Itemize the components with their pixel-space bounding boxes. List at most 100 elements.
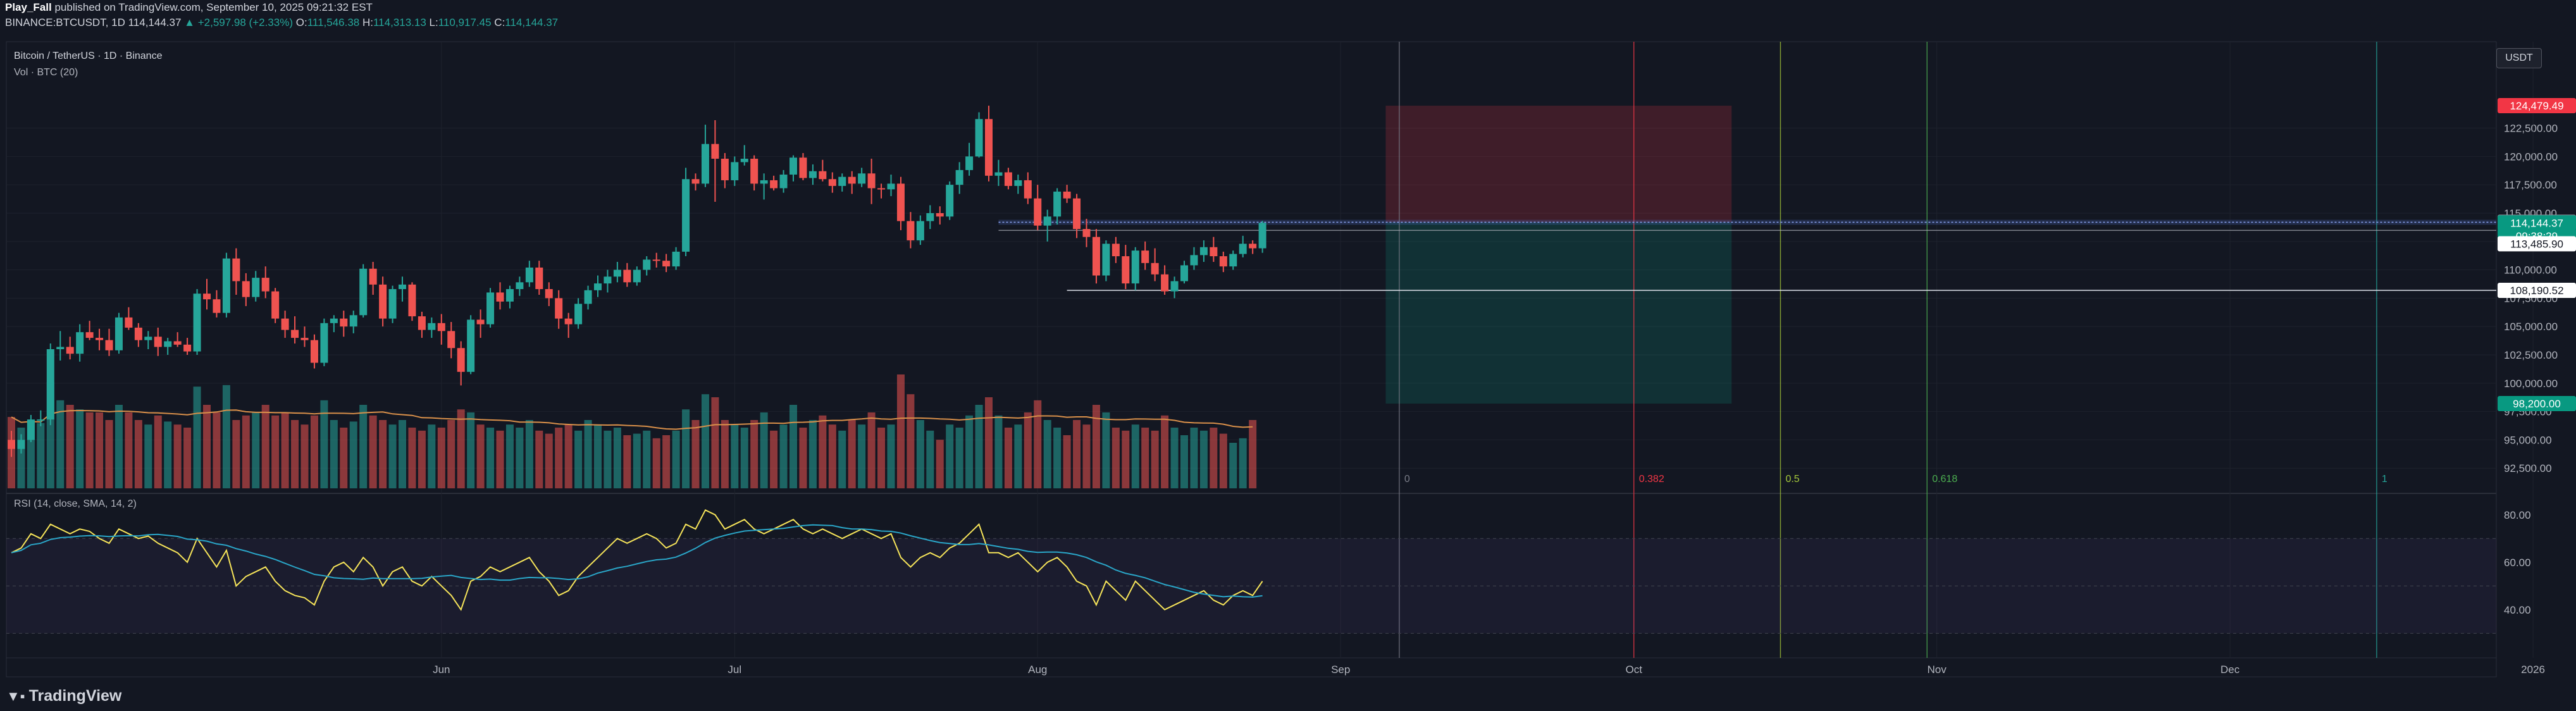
price-change: ▲ +2,597.98 (+2.33%): [184, 16, 293, 28]
time-tick-label: Aug: [1028, 664, 1047, 676]
volume-bar: [115, 405, 123, 488]
fib-level-label: 0.618: [1932, 474, 1957, 485]
volume-bar: [1014, 424, 1022, 488]
volume-bar: [877, 428, 886, 488]
candle-body: [1229, 254, 1237, 267]
price-tag-label: 113,485.90: [2510, 238, 2563, 250]
candle-body: [994, 172, 1003, 176]
volume-bar: [164, 421, 172, 488]
volume-bar: [1043, 420, 1051, 488]
volume-bar: [37, 423, 45, 488]
volume-bar: [144, 424, 152, 488]
candle-body: [1082, 229, 1091, 237]
volume-bar: [486, 428, 495, 488]
volume-bar: [310, 415, 318, 488]
volume-bar: [545, 433, 553, 488]
volume-bar: [349, 421, 357, 488]
volume-bar: [476, 424, 485, 488]
volume-legend[interactable]: Vol · BTC (20): [14, 67, 78, 78]
candle-body: [213, 299, 221, 313]
candle-body: [447, 331, 455, 349]
candle-body: [1102, 244, 1110, 276]
candle-body: [564, 318, 573, 325]
volume-bar: [379, 420, 387, 488]
candle-body: [222, 258, 230, 313]
candle-body: [584, 290, 592, 304]
time-tick-label: Sep: [1331, 664, 1350, 676]
candle-body: [496, 292, 504, 302]
volume-bar: [242, 415, 250, 488]
volume-bar: [936, 440, 944, 488]
price-tag-label: 108,190.52: [2510, 285, 2563, 297]
volume-bar: [790, 405, 797, 488]
candle-body: [281, 318, 289, 330]
candle-body: [790, 158, 797, 175]
fib-level-label: 0: [1404, 474, 1410, 485]
author-name[interactable]: Play_Fall: [5, 1, 52, 13]
low-label: L:: [429, 16, 438, 28]
candle-body: [486, 292, 495, 325]
position-reward-zone: [1385, 222, 1732, 404]
volume-bar: [193, 386, 201, 488]
candle-body: [525, 267, 533, 283]
volume-bar: [1151, 430, 1159, 488]
candle-body: [437, 323, 445, 331]
candle-body: [633, 269, 641, 283]
candle-body: [623, 269, 631, 283]
volume-bar: [672, 430, 680, 488]
volume-bar: [1210, 428, 1218, 488]
candle-body: [1053, 191, 1062, 217]
candle-body: [183, 344, 192, 352]
candle-body: [1112, 244, 1120, 257]
volume-bar: [154, 415, 162, 488]
ohlc-line: BINANCE:BTCUSDT, 1D 114,144.37 ▲ +2,597.…: [5, 16, 558, 29]
volume-bar: [838, 430, 846, 488]
volume-bar: [222, 385, 230, 488]
price-tag: [2498, 215, 2576, 231]
price-tag: [2498, 236, 2576, 252]
volume-bar: [1180, 435, 1188, 488]
volume-bar: [66, 405, 74, 488]
candle-body: [27, 419, 35, 440]
price-tick-label: 122,500.00: [2504, 123, 2558, 135]
price-tag-label: 98,200.00: [2513, 398, 2561, 410]
candle-body: [721, 158, 729, 180]
volume-bar: [1239, 438, 1247, 488]
volume-bar: [1092, 405, 1100, 488]
candle-body: [1199, 247, 1208, 256]
candle-body: [418, 316, 426, 330]
candle-body: [173, 341, 182, 345]
candle-body: [428, 323, 436, 330]
candle-body: [1258, 223, 1266, 249]
open-label: O:: [295, 16, 307, 28]
currency-button[interactable]: USDT: [2496, 48, 2542, 68]
candle-body: [1131, 250, 1139, 284]
volume-bar: [799, 428, 807, 488]
volume-bar: [828, 424, 836, 488]
candle-body: [779, 175, 788, 189]
candle-body: [1151, 263, 1159, 275]
volume-bar: [623, 435, 631, 488]
volume-bar: [85, 412, 94, 488]
position-risk-zone: [1385, 106, 1732, 223]
price-tick-label: 95,000.00: [2504, 434, 2552, 446]
candle-body: [1210, 247, 1218, 257]
candle-body: [408, 284, 416, 317]
candle-body: [1170, 281, 1179, 292]
candle-body: [1014, 180, 1022, 186]
volume-bar: [1024, 412, 1032, 488]
volume-bar: [105, 420, 113, 488]
candle-body: [1004, 172, 1012, 186]
volume-bar: [399, 420, 406, 488]
candle-body: [760, 180, 768, 184]
price-tick-label: 117,500.00: [2504, 179, 2557, 191]
price-tick-label: 120,000.00: [2504, 151, 2558, 163]
volume-bar: [1190, 428, 1198, 488]
candle-body: [1043, 216, 1051, 226]
candle-body: [1141, 250, 1149, 263]
rsi-legend[interactable]: RSI (14, close, SMA, 14, 2): [14, 498, 137, 509]
volume-bar: [848, 420, 856, 488]
volume-bar: [281, 412, 289, 488]
volume-bar: [525, 420, 533, 488]
